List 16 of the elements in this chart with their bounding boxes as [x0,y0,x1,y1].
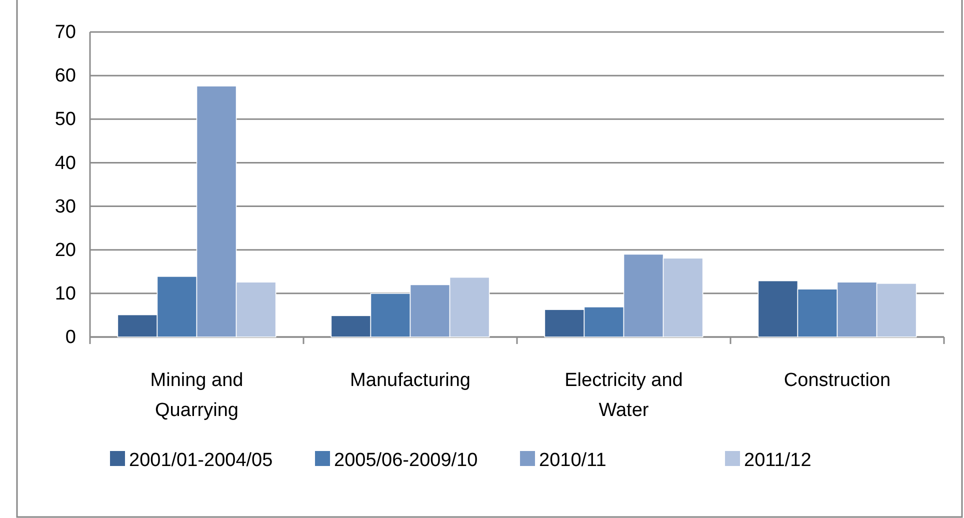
legend-label: 2001/01-2004/05 [129,450,273,471]
y-tick-label: 10 [54,284,76,305]
legend-label: 2010/11 [539,450,606,471]
y-tick-label: 30 [54,196,76,218]
y-tick-label: 40 [54,152,76,174]
y-tick-label: 20 [54,240,76,261]
y-tick-label: 70 [54,22,76,44]
x-tick-label: Manufacturing [350,370,470,391]
y-tick-label: 60 [54,66,76,87]
y-tick-label: 0 [65,327,76,348]
x-tick-label: Mining and Quarrying [150,370,244,421]
y-tick-label: 50 [54,109,76,130]
x-tick-label: Construction [784,370,891,391]
legend-label: 2011/12 [744,450,812,471]
legend-label: 2005/06-2009/10 [334,450,478,471]
x-tick-label: Electricity and Water [564,370,683,421]
